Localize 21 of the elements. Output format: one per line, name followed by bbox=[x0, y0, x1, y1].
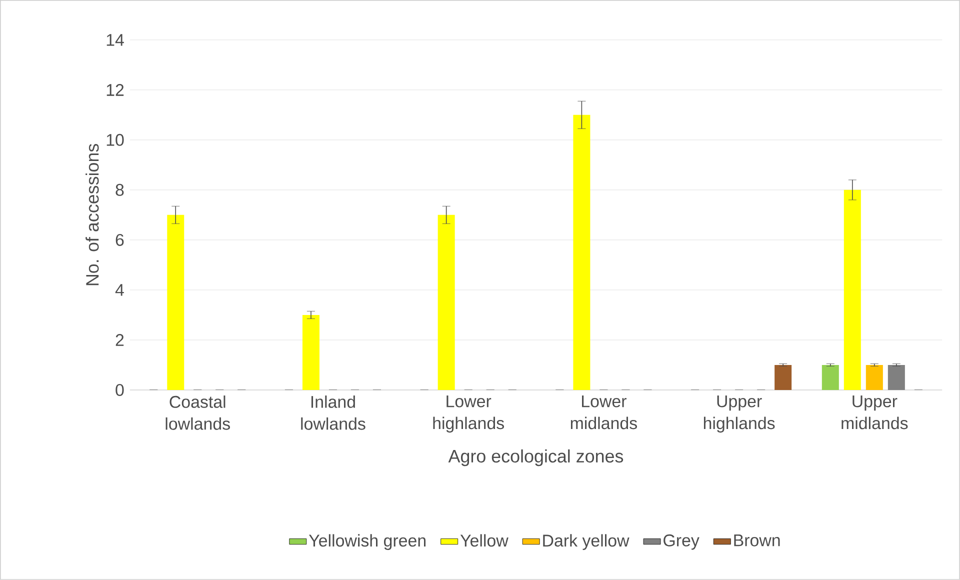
y-tick-label: 0 bbox=[116, 384, 124, 396]
y-tick-label: 12 bbox=[106, 84, 124, 96]
legend-label: Yellow bbox=[460, 534, 508, 547]
y-tick-label: 4 bbox=[115, 284, 124, 296]
x-tick-label: Lower midlands bbox=[570, 396, 637, 430]
y-tick-label: 8 bbox=[116, 184, 124, 196]
x-tick-label: Lower highlands bbox=[433, 396, 504, 433]
y-tick-label: 14 bbox=[106, 34, 124, 46]
x-tick-label: Upper midlands bbox=[842, 396, 908, 430]
x-tick-label: Coastal lowlands bbox=[166, 396, 230, 430]
y-tick-label: 10 bbox=[106, 134, 124, 146]
y-tick-label: 6 bbox=[116, 234, 124, 246]
x-tick-label: Upper highlands bbox=[704, 396, 775, 433]
legend-label: Brown bbox=[734, 534, 780, 546]
legend-label: Dark yellow bbox=[543, 534, 630, 550]
x-axis-title: Agro ecological zones bbox=[448, 449, 624, 466]
x-tick-label: Inland lowlands bbox=[301, 396, 366, 430]
legend-label: Grey bbox=[664, 534, 700, 550]
legend-label: Yellowish green bbox=[308, 534, 426, 550]
y-tick-label: 2 bbox=[116, 334, 124, 346]
y-axis-title: No. of accessions bbox=[86, 144, 99, 286]
